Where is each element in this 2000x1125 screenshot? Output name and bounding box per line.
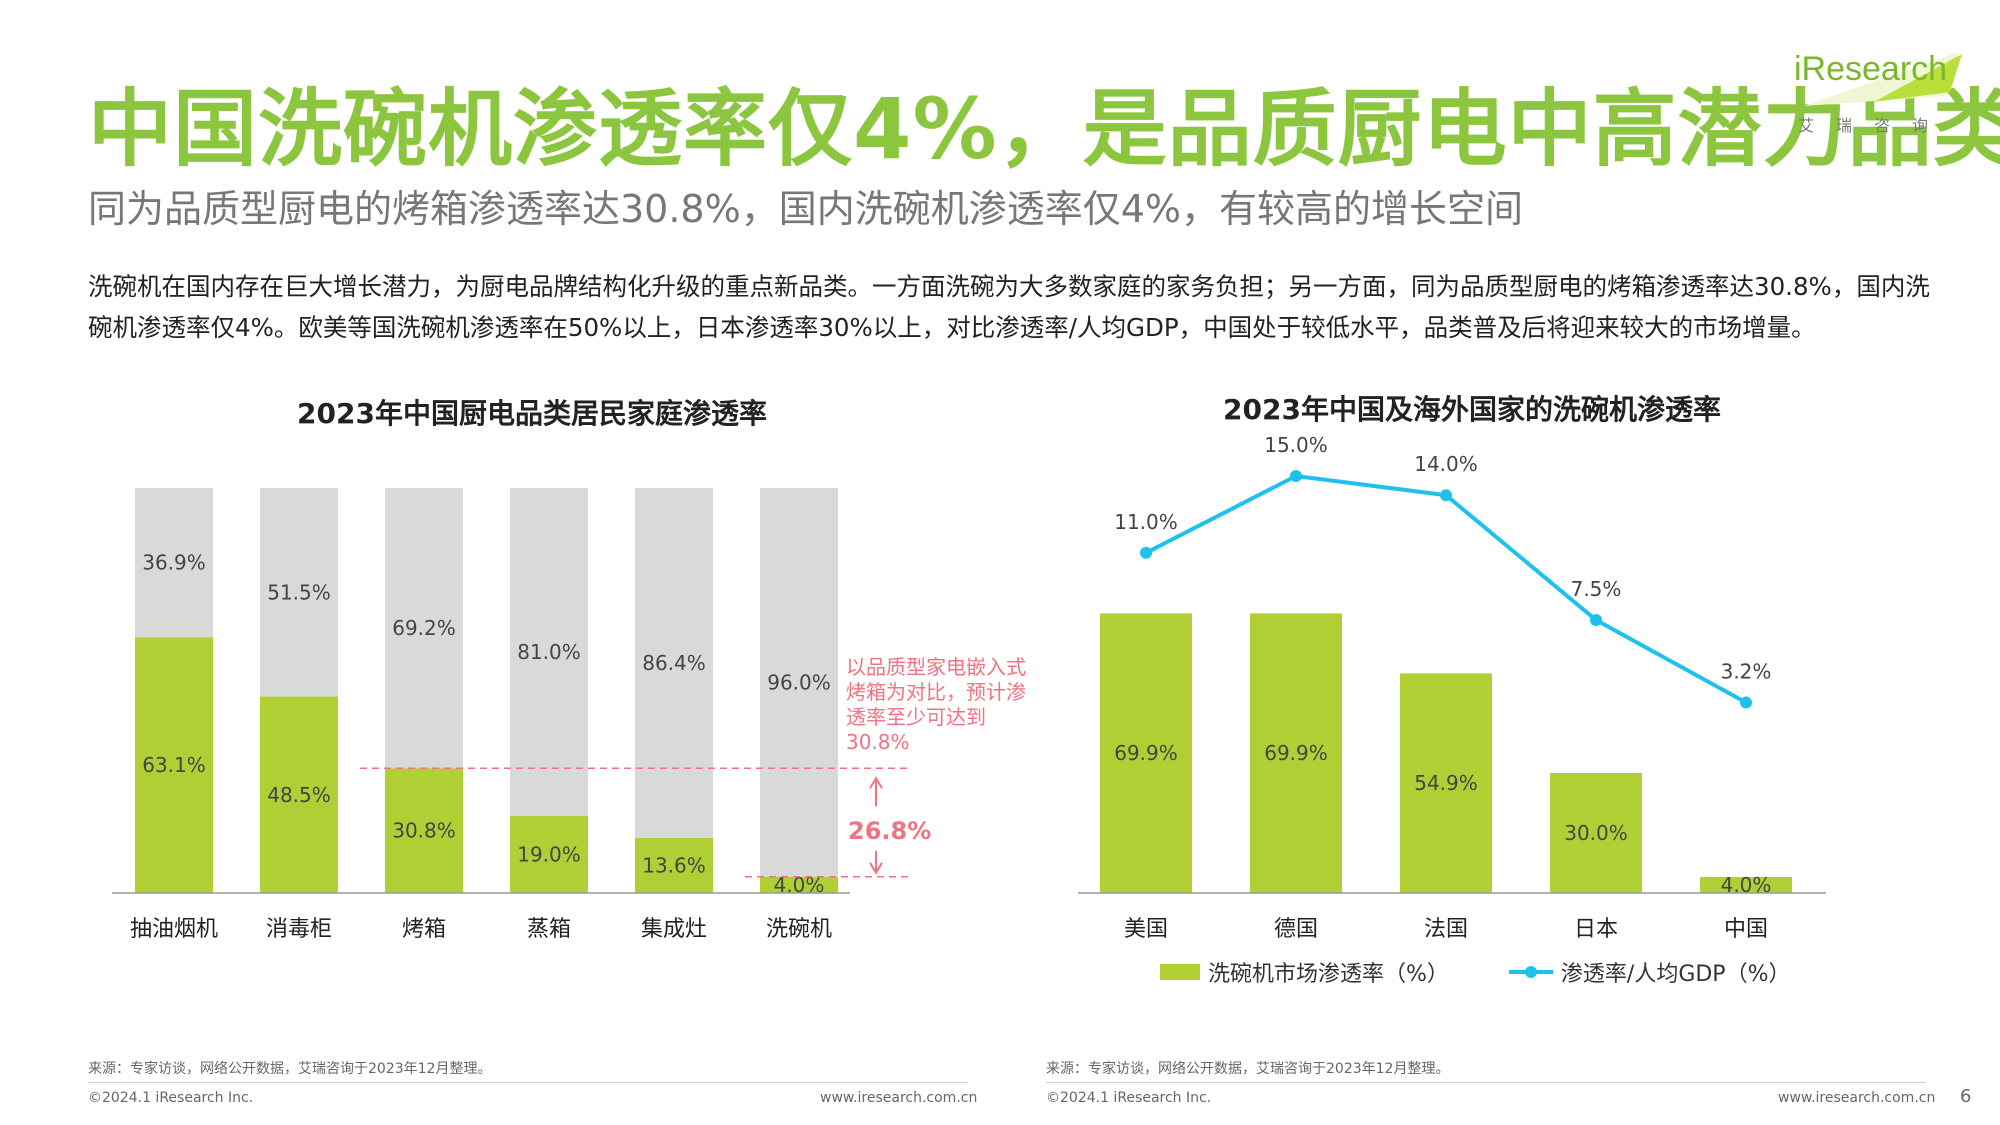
country-label-1: 德国 (1274, 917, 1318, 942)
country-bar-label-2: 54.9% (1414, 771, 1478, 795)
logo-subtext: 艾瑞咨询 (1798, 116, 1951, 135)
bar-penetration-3 (510, 816, 588, 893)
bar-rest-label-2: 69.2% (392, 616, 456, 640)
chart2-title: 2023年中国及海外国家的洗碗机渗透率 (1223, 393, 1721, 426)
bar-rest-label-4: 86.4% (642, 651, 706, 675)
arrow-down-icon (869, 862, 883, 875)
chart2-plot: 69.9%美国69.9%德国54.9%法国30.0%日本4.0%中国11.0%1… (1078, 433, 1826, 942)
bar-rest-4 (635, 488, 713, 838)
chart1-plot: 36.9% 63.1% 抽油烟机 51.5% 48.5% 消毒柜 69.2% 30.8% 烤箱 8… (112, 488, 910, 942)
footer-source-right: 来源：专家访谈，网络公开数据，艾瑞咨询于2023年12月整理。 (1046, 1061, 1450, 1077)
bar-rest-5 (760, 488, 838, 877)
country-bar-0 (1100, 613, 1192, 893)
category-label-1: 消毒柜 (266, 917, 332, 942)
bar-rest-label-0: 36.9% (142, 551, 206, 575)
bar-penetration-label-2: 30.8% (392, 819, 456, 843)
ratio-label-4: 3.2% (1721, 660, 1772, 684)
legend-bar-swatch (1160, 964, 1200, 980)
bar-rest-label-5: 96.0% (767, 670, 831, 694)
ratio-label-3: 7.5% (1571, 577, 1622, 601)
arrow-up-icon (869, 776, 883, 789)
chart2-legend: 洗碗机市场渗透率（%） 渗透率/人均GDP（%） (1160, 956, 1790, 988)
country-label-0: 美国 (1124, 917, 1168, 942)
bar-penetration-0 (135, 637, 213, 893)
page-title: 中国洗碗机渗透率仅4%，是品质厨电中高潜力品类 (88, 80, 2000, 178)
ratio-label-2: 14.0% (1414, 452, 1478, 476)
country-bar-label-0: 69.9% (1114, 741, 1178, 765)
footer-url-left: www.iresearch.com.cn (820, 1090, 978, 1106)
ratio-line (1145, 473, 1747, 705)
country-bar-2 (1400, 673, 1492, 893)
footer-url-right: www.iresearch.com.cn (1778, 1090, 1936, 1106)
country-bar-1 (1250, 613, 1342, 893)
legend-line-label: 渗透率/人均GDP（%） (1560, 962, 1791, 987)
legend-line-swatch (1508, 966, 1553, 978)
footer-copyright-right: ©2024.1 iResearch Inc. (1046, 1090, 1212, 1106)
ratio-point-2 (1440, 489, 1452, 502)
bar-penetration-4 (635, 837, 713, 893)
bar-penetration-label-1: 48.5% (267, 783, 331, 807)
iresearch-logo: iResearch 艾瑞咨询 (1794, 50, 1964, 135)
body-paragraph: 洗碗机在国内存在巨大增长潜力，为厨电品牌结构化升级的重点新品类。一方面洗碗为大多… (88, 272, 1930, 342)
logo-text: iResearch (1794, 50, 1948, 88)
logo-swoosh-icon (1804, 52, 1962, 106)
page-number: 6 (1960, 1086, 1972, 1107)
country-bar-3 (1550, 773, 1642, 893)
bar-penetration-5 (760, 876, 838, 893)
ratio-point-3 (1590, 614, 1602, 626)
bar-rest-0 (135, 488, 213, 638)
bar-rest-label-1: 51.5% (267, 580, 331, 604)
chart1-difference-label: 26.8% (848, 817, 932, 845)
chart1-title: 2023年中国厨电品类居民家庭渗透率 (297, 397, 767, 430)
bar-penetration-label-3: 19.0% (517, 843, 581, 867)
country-label-3: 日本 (1574, 917, 1618, 942)
legend-item-line: 渗透率/人均GDP（%） (1508, 956, 1791, 988)
bar-rest-1 (260, 488, 338, 697)
bar-penetration-label-4: 13.6% (642, 853, 706, 877)
legend-bar-label: 洗碗机市场渗透率（%） (1208, 962, 1449, 987)
footer-source-left: 来源：专家访谈，网络公开数据，艾瑞咨询于2023年12月整理。 (88, 1061, 492, 1077)
category-label-2: 烤箱 (402, 917, 446, 942)
country-bar-label-3: 30.0% (1564, 821, 1628, 845)
footer-divider-right (1046, 1082, 1926, 1083)
legend-item-bar: 洗碗机市场渗透率（%） (1160, 956, 1449, 988)
country-label-4: 中国 (1724, 917, 1768, 942)
footer-divider-left (88, 1082, 968, 1083)
category-label-4: 集成灶 (641, 917, 707, 942)
category-label-5: 洗碗机 (766, 917, 832, 942)
ratio-point-1 (1290, 470, 1302, 482)
chart1-annotation: 以品质型家电嵌入式烤箱为对比，预计渗透率至少可达到30.8% (846, 655, 1026, 754)
country-label-2: 法国 (1424, 917, 1468, 942)
bar-rest-3 (510, 488, 588, 817)
country-bar-label-1: 69.9% (1264, 741, 1328, 765)
ratio-label-0: 11.0% (1114, 510, 1178, 534)
footer-copyright-left: ©2024.1 iResearch Inc. (88, 1090, 254, 1106)
bar-penetration-2 (385, 768, 463, 893)
ratio-point-4 (1740, 696, 1752, 709)
bar-rest-2 (385, 488, 463, 769)
ratio-label-1: 15.0% (1264, 433, 1328, 457)
bar-penetration-label-0: 63.1% (142, 753, 206, 777)
category-label-3: 蒸箱 (527, 917, 571, 942)
bar-rest-label-3: 81.0% (517, 640, 581, 664)
category-label-0: 抽油烟机 (130, 917, 218, 942)
bar-penetration-1 (260, 696, 338, 893)
page-subtitle: 同为品质型厨电的烤箱渗透率达30.8%，国内洗碗机渗透率仅4%，有较高的增长空间 (88, 187, 1524, 231)
country-bar-4 (1700, 877, 1792, 893)
ratio-point-0 (1140, 546, 1152, 559)
